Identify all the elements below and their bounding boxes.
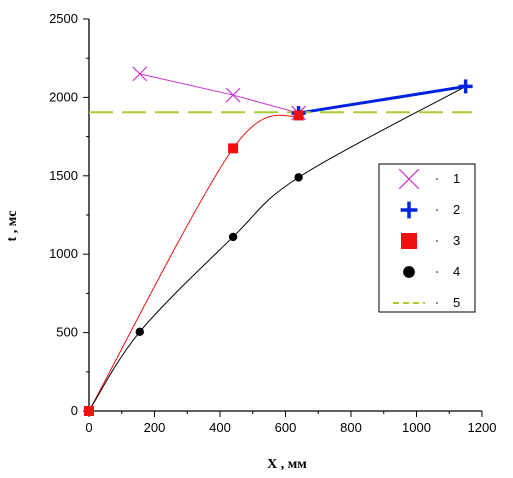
legend-box xyxy=(378,163,476,313)
legend-label: 3 xyxy=(453,233,460,248)
y-tick-label: 2000 xyxy=(49,89,78,104)
y-axis-title: t , мс xyxy=(5,211,20,242)
series-4-point xyxy=(135,327,144,337)
y-tick-label: 1500 xyxy=(49,168,78,183)
series-4-point xyxy=(228,232,238,242)
legend-dot xyxy=(436,240,438,242)
legend-marker-3 xyxy=(401,233,417,249)
legend-dot xyxy=(436,178,438,180)
x-tick-label: 1000 xyxy=(402,420,431,435)
legend-entry: 4 xyxy=(403,264,460,279)
x-axis-title: X , мм xyxy=(267,457,307,472)
legend-label: 1 xyxy=(453,171,460,186)
series-1-line xyxy=(139,73,299,114)
x-tick-label: 1200 xyxy=(468,420,497,435)
x-tick-label: 400 xyxy=(209,420,231,435)
x-tick-label: 600 xyxy=(275,420,297,435)
legend-label: 2 xyxy=(453,202,460,217)
legend-marker-2 xyxy=(400,201,418,219)
legend-entry: 3 xyxy=(401,233,460,249)
legend-label: 4 xyxy=(453,264,460,279)
legend-label: 5 xyxy=(453,295,460,310)
legend-dot xyxy=(436,209,438,211)
y-tick-label: 0 xyxy=(71,403,78,418)
y-tick-label: 500 xyxy=(56,325,78,340)
series-4-point xyxy=(294,173,303,182)
legend-dot xyxy=(436,271,438,273)
series-3-point xyxy=(293,110,304,121)
ticks: 0 200 400 600 800 1000 1200 0 500 1000 1500 2000 250… xyxy=(49,11,496,435)
legend-entry: 1 xyxy=(398,168,460,190)
series-1-point xyxy=(132,66,148,82)
y-tick-label: 1000 xyxy=(49,246,78,261)
y-tick-label: 2500 xyxy=(49,11,78,26)
legend-entry: 5 xyxy=(393,295,460,310)
legend: 1 2 3 4 5 xyxy=(378,163,476,313)
legend-dot xyxy=(436,302,438,304)
legend-entry: 2 xyxy=(400,201,460,219)
series-2-line xyxy=(298,84,466,115)
x-tick-label: 200 xyxy=(144,420,166,435)
x-tick-label: 800 xyxy=(340,420,362,435)
series-1-point xyxy=(225,87,241,103)
series-3-point xyxy=(228,143,239,154)
series-3-line xyxy=(88,114,299,412)
series-2-point xyxy=(458,79,473,94)
legend-marker-1 xyxy=(398,168,420,190)
plot-area xyxy=(84,66,473,416)
series-3-point xyxy=(84,406,94,416)
legend-marker-4 xyxy=(403,266,415,278)
x-tick-label: 0 xyxy=(85,420,92,435)
